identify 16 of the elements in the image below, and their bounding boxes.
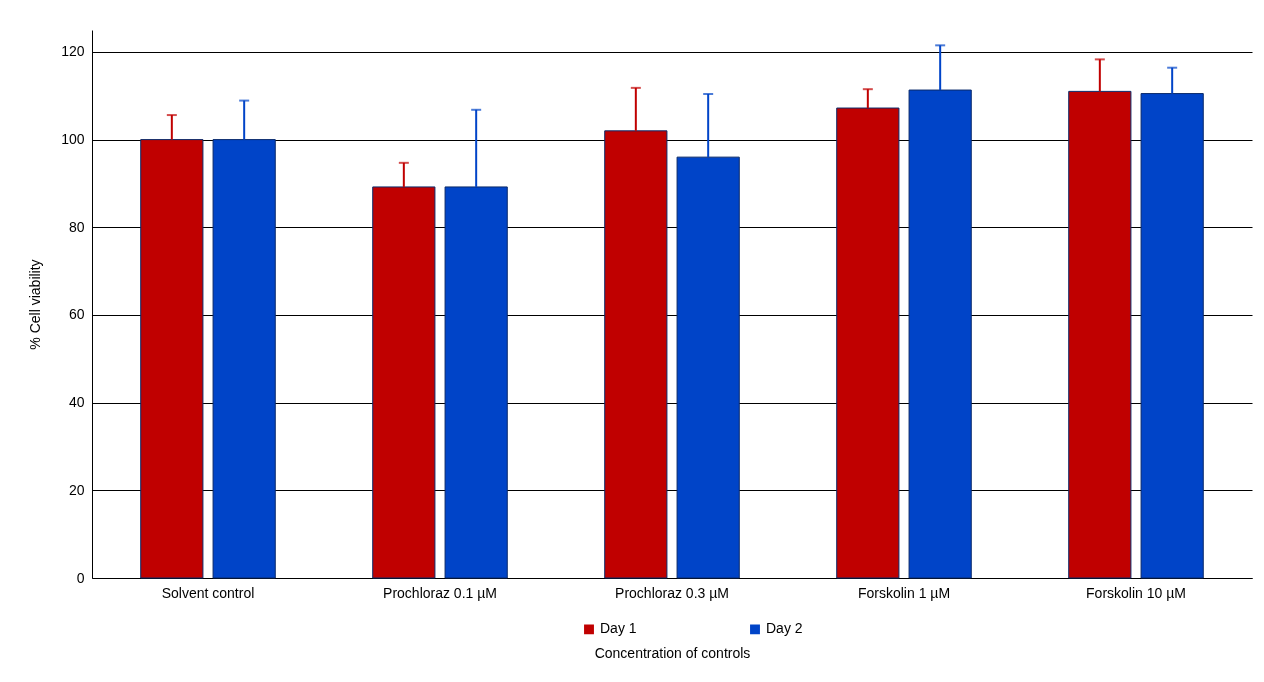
y-axis-title: % Cell viability [27, 259, 44, 350]
x-tick-label: Solvent control [161, 584, 255, 601]
y-tick-label: 20 [68, 481, 85, 498]
legend-label: Day 2 [766, 620, 803, 637]
y-tick-label: 80 [68, 218, 85, 235]
y-tick-label: 100 [61, 131, 85, 148]
y-tick-label: 120 [61, 43, 85, 60]
x-axis-title: Concentration of controls [594, 644, 751, 661]
x-tick-label: Forskolin 1 µM [857, 584, 951, 601]
y-tick-label: 0 [76, 569, 85, 586]
legend-label: Day 1 [600, 620, 637, 637]
y-tick-label: 40 [68, 394, 85, 411]
x-tick-label: Prochloraz 0.1 µM [383, 584, 497, 601]
y-tick-label: 60 [68, 306, 85, 323]
x-tick-label: Prochloraz 0.3 µM [615, 584, 729, 601]
x-tick-label: Forskolin 10 µM [1086, 584, 1186, 601]
